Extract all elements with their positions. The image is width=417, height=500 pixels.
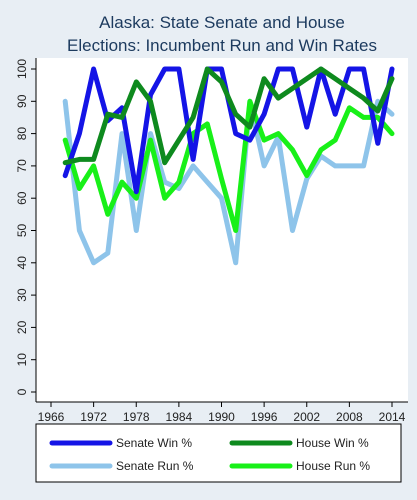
x-tick-label: 2014 bbox=[379, 410, 406, 424]
y-tick-label: 100 bbox=[15, 59, 29, 79]
series-line-house-win bbox=[62, 66, 395, 166]
legend-label-house-win: House Win % bbox=[296, 436, 369, 450]
legend: Senate Win % House Win % Senate Run % House… bbox=[49, 436, 370, 473]
y-tick-label: 70 bbox=[15, 159, 29, 173]
x-tick-label: 1990 bbox=[208, 410, 235, 424]
y-tick-label: 0 bbox=[15, 388, 29, 395]
legend-label-senate-win: Senate Win % bbox=[116, 436, 192, 450]
legend-label-senate-run: Senate Run % bbox=[116, 459, 194, 473]
x-tick-label: 1966 bbox=[38, 410, 65, 424]
y-tick-label: 20 bbox=[15, 320, 29, 334]
axes: 0 10 20 30 40 50 60 70 80 90 100 1966 1972 1978 1984 19… bbox=[15, 58, 408, 424]
y-tick-label: 60 bbox=[15, 191, 29, 205]
legend-box bbox=[35, 423, 402, 483]
x-tick-label: 2002 bbox=[293, 410, 320, 424]
y-tick-label: 10 bbox=[15, 353, 29, 367]
series-line-senate-run bbox=[62, 98, 395, 266]
series-lines bbox=[62, 66, 395, 266]
chart-title-line-2: Elections: Incumbent Run and Win Rates bbox=[67, 36, 377, 55]
x-tick-label: 1996 bbox=[251, 410, 278, 424]
chart-title-line-1: Alaska: State Senate and House bbox=[99, 13, 345, 32]
legend-label-house-run: House Run % bbox=[296, 459, 370, 473]
y-tick-label: 50 bbox=[15, 224, 29, 238]
x-tick-label: 1984 bbox=[166, 410, 193, 424]
x-tick-label: 2008 bbox=[336, 410, 363, 424]
y-tick-label: 40 bbox=[15, 256, 29, 270]
y-tick-label: 90 bbox=[15, 94, 29, 108]
series-line-house-run bbox=[62, 98, 395, 233]
x-tick-label: 1978 bbox=[123, 410, 150, 424]
x-tick-label: 1972 bbox=[80, 410, 107, 424]
y-tick-label: 80 bbox=[15, 127, 29, 141]
y-tick-label: 30 bbox=[15, 288, 29, 302]
